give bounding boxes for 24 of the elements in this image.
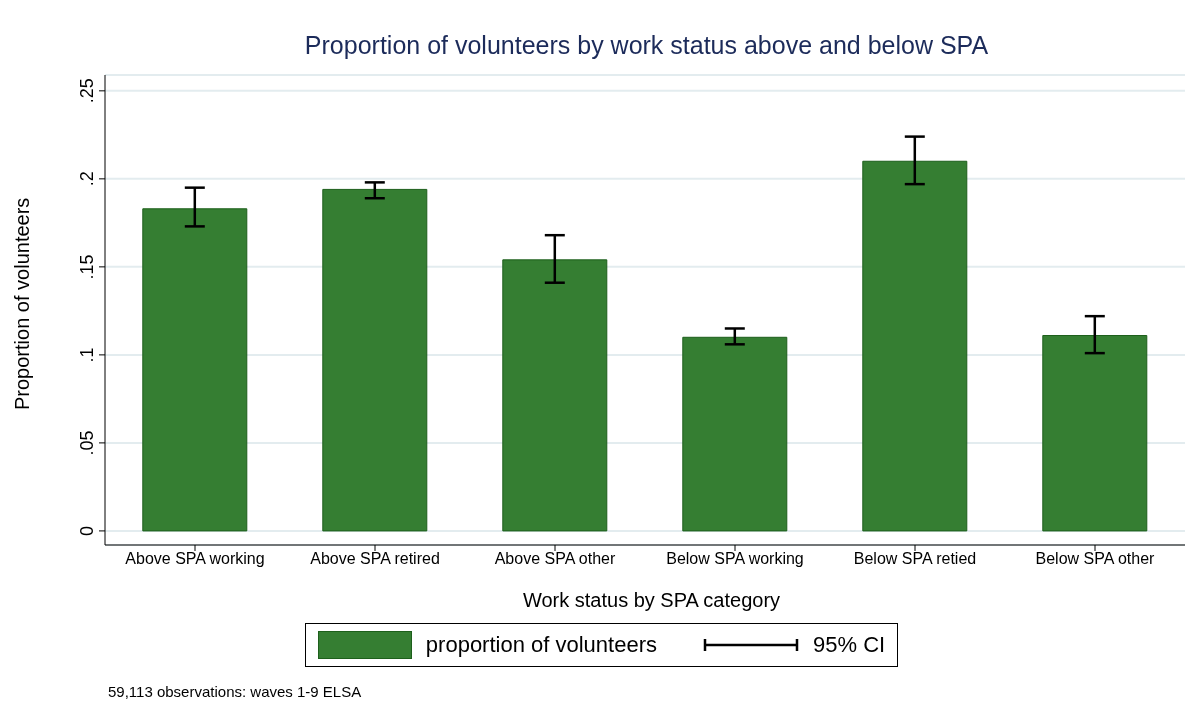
y-tick-label: .2 — [77, 171, 97, 187]
y-tick-label: .1 — [77, 347, 97, 363]
y-tick-label: .25 — [77, 78, 97, 104]
bar — [322, 188, 428, 532]
legend-label: proportion of volunteers — [425, 632, 657, 658]
bar — [1042, 335, 1148, 532]
x-axis-title: Work status by SPA category — [521, 588, 782, 613]
x-tick-label: Above SPA other — [494, 550, 617, 568]
y-tick-label: .15 — [77, 254, 97, 280]
text: 59,113 observations: waves 1-9 ELSA — [108, 683, 363, 700]
x-tick-label: Above SPA working — [125, 550, 265, 568]
x-tick-label: Below SPA working — [666, 550, 804, 568]
bar — [142, 208, 248, 532]
y-tick-label: 0 — [77, 525, 97, 536]
x-tick-label: Below SPA other — [1035, 550, 1156, 568]
bar — [862, 160, 968, 532]
x-tick-label: Above SPA retired — [310, 550, 440, 568]
bar — [502, 259, 608, 532]
y-tick-label: .05 — [77, 430, 97, 456]
x-tick-label: Below SPA retied — [853, 550, 977, 568]
bar — [682, 336, 788, 532]
chart-title: Proportion of volunteers by work status above and below SPA — [303, 30, 990, 60]
y-axis-title: Proportion of volunteers — [11, 197, 34, 410]
text: 95% CI — [812, 632, 886, 658]
